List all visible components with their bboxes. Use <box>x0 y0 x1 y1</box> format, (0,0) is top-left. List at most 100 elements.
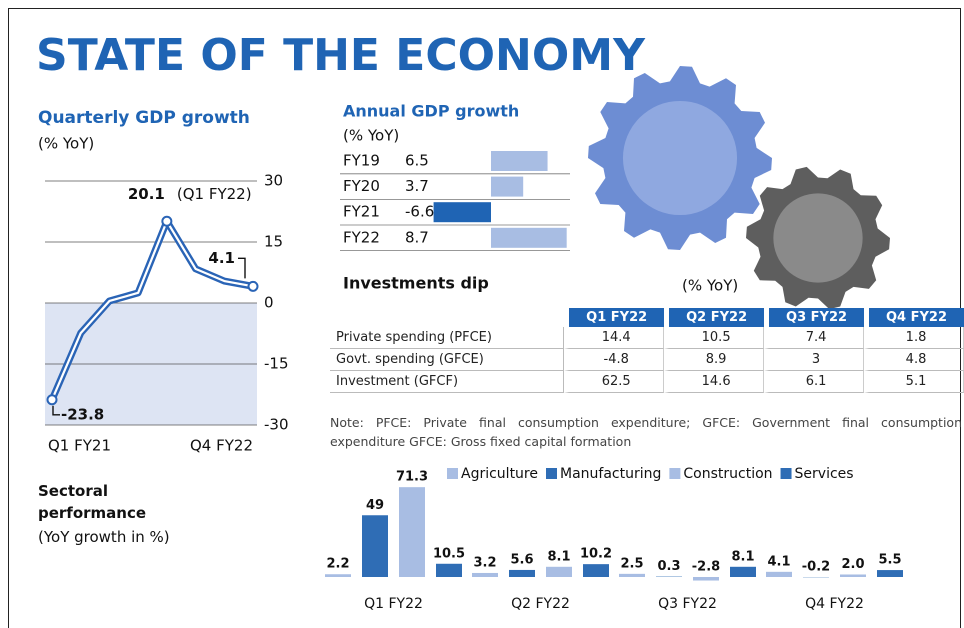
data-label: 8.1 <box>731 549 754 564</box>
bar <box>766 572 792 577</box>
cell: 10.5 <box>664 327 764 349</box>
header-cell: Q1 FY22 <box>564 308 664 327</box>
data-label: 3.2 <box>473 555 496 570</box>
y-tick-label: 0 <box>264 294 274 312</box>
bar <box>399 487 425 577</box>
y-tick-label: -30 <box>264 416 289 434</box>
bar <box>509 570 535 577</box>
category-label: FY20 <box>343 177 380 195</box>
gear-face <box>623 101 737 215</box>
y-tick-label: 30 <box>264 172 283 190</box>
data-label: 71.3 <box>396 470 428 485</box>
data-label: 10.2 <box>580 547 612 562</box>
legend-swatch <box>546 468 557 479</box>
x-tick-label: Q2 FY22 <box>511 596 570 612</box>
bar <box>436 564 462 577</box>
cell: 8.9 <box>664 349 764 371</box>
value-label: 6.5 <box>405 152 429 170</box>
data-label: 4.1 <box>767 554 790 569</box>
value-label: 8.7 <box>405 228 429 246</box>
bar <box>491 228 567 248</box>
data-label: 4.1 <box>208 249 235 267</box>
data-label: -0.2 <box>802 560 830 575</box>
cell: 7.4 <box>764 327 864 349</box>
y-tick-label: -15 <box>264 355 289 373</box>
table-unit: (% YoY) <box>682 277 738 295</box>
data-label: -23.8 <box>61 405 104 423</box>
cell: 62.5 <box>564 371 664 393</box>
data-label: 5.6 <box>510 552 533 567</box>
value-label: 3.7 <box>405 177 429 195</box>
point <box>249 282 258 291</box>
data-label: 5.5 <box>878 553 901 568</box>
table-row: Govt. spending (GFCE)-4.88.934.8 <box>330 349 964 371</box>
bar <box>546 567 572 577</box>
chart-title: Sectoral performance <box>38 480 178 524</box>
legend-swatch <box>447 468 458 479</box>
bar <box>693 577 719 581</box>
gear-images <box>588 66 890 309</box>
cell: 6.1 <box>764 371 864 393</box>
data-label: 2.2 <box>326 557 349 572</box>
legend-label: Agriculture <box>461 466 538 482</box>
bar <box>730 567 756 577</box>
header-cell: Q2 FY22 <box>664 308 764 327</box>
x-tick-label: Q4 FY22 <box>805 596 864 612</box>
data-label: 20.1 <box>128 185 165 203</box>
cell: 14.4 <box>564 327 664 349</box>
header-row: Q1 FY22Q2 FY22Q3 FY22Q4 FY22 <box>330 308 964 327</box>
bar <box>491 151 548 171</box>
legend-swatch <box>781 468 792 479</box>
legend-label: Construction <box>683 466 772 482</box>
category-label: FY22 <box>343 228 380 246</box>
cell: 1.8 <box>864 327 964 349</box>
chart-title: Annual GDP growth <box>343 102 519 121</box>
chart-subtitle: (% YoY) <box>343 127 399 145</box>
row-label: Govt. spending (GFCE) <box>330 349 564 371</box>
category-label: FY21 <box>343 203 380 221</box>
bar <box>877 570 903 577</box>
data-label: 2.0 <box>841 557 864 572</box>
value-label: -6.6 <box>405 203 434 221</box>
page-title: STATE OF THE ECONOMY <box>36 30 646 81</box>
chart-subtitle: (% YoY) <box>38 135 94 153</box>
legend-label: Services <box>795 466 854 482</box>
header-cell: Q3 FY22 <box>764 308 864 327</box>
row-label: Private spending (PFCE) <box>330 327 564 349</box>
data-label: -2.8 <box>692 560 720 575</box>
data-label: 10.5 <box>433 546 465 561</box>
point <box>48 395 57 404</box>
data-label: 2.5 <box>620 556 643 571</box>
legend-swatch <box>669 468 680 479</box>
bar <box>491 177 523 197</box>
chart-title: Quarterly GDP growth <box>38 108 250 128</box>
bar <box>619 574 645 577</box>
leader <box>238 258 245 278</box>
data-label: 49 <box>366 498 384 513</box>
data-label: 0.3 <box>657 559 680 574</box>
x-tick-label: Q3 FY22 <box>658 596 717 612</box>
table-title: Investments dip <box>343 274 489 293</box>
annotation: (Q1 FY22) <box>177 185 252 203</box>
cell: 4.8 <box>864 349 964 371</box>
chart-subtitle: (YoY growth in %) <box>38 528 170 546</box>
legend-label: Manufacturing <box>560 466 661 482</box>
header-cell: Q4 FY22 <box>864 308 964 327</box>
bar <box>583 564 609 577</box>
bar <box>362 515 388 577</box>
note: Note: PFCE: Private final consumption ex… <box>330 413 962 451</box>
cell: 14.6 <box>664 371 764 393</box>
x-tick-label: Q1 FY22 <box>364 596 423 612</box>
bar <box>840 574 866 577</box>
y-tick-label: 15 <box>264 233 283 251</box>
gear-face <box>773 193 862 282</box>
bar <box>434 202 491 222</box>
point <box>162 217 171 226</box>
category-label: FY19 <box>343 152 380 170</box>
header-cell <box>330 308 564 327</box>
bar <box>472 573 498 577</box>
data-label: 8.1 <box>547 549 570 564</box>
